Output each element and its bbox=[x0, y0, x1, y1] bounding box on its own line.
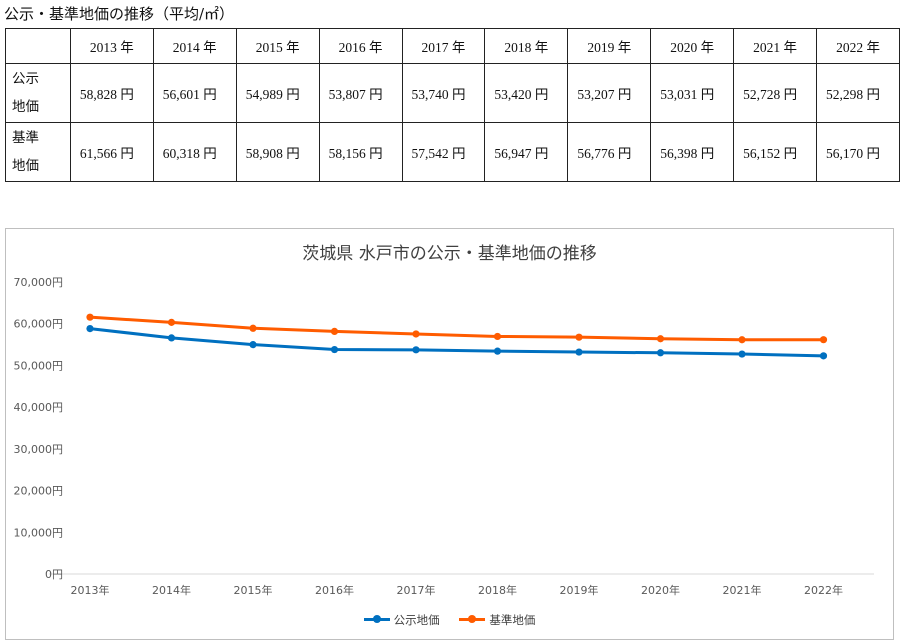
year-header: 2018 年 bbox=[484, 28, 569, 64]
year-header: 2014 年 bbox=[152, 28, 237, 64]
y-tick-label: 50,000円 bbox=[14, 359, 64, 372]
x-tick-label: 2022年 bbox=[804, 583, 843, 597]
chart-title: 茨城県 水戸市の公示・基準地価の推移 bbox=[302, 244, 597, 264]
legend-swatch-icon bbox=[363, 615, 390, 623]
table-cell: 60,318 円 bbox=[152, 122, 237, 182]
table-cell: 56,152 円 bbox=[733, 122, 818, 182]
table-cell: 57,542 円 bbox=[401, 122, 486, 182]
data-point bbox=[249, 341, 257, 349]
y-tick-label: 20,000円 bbox=[14, 485, 64, 498]
series-line-0 bbox=[88, 327, 825, 358]
data-point bbox=[167, 318, 176, 326]
year-header: 2022 年 bbox=[816, 28, 900, 64]
data-point bbox=[249, 324, 257, 332]
table-cell: 54,989 円 bbox=[235, 63, 320, 123]
x-tick-label: 2019年 bbox=[560, 583, 599, 597]
table-cell: 52,298 円 bbox=[816, 63, 900, 123]
x-tick-label: 2017年 bbox=[397, 583, 436, 597]
x-tick-label: 2013年 bbox=[71, 583, 110, 597]
legend-item-kijun: 基準地価 bbox=[459, 612, 535, 628]
x-tick-label: 2016年 bbox=[315, 583, 354, 597]
data-point bbox=[656, 335, 665, 343]
legend-label: 基準地価 bbox=[489, 612, 536, 627]
table-cell: 58,156 円 bbox=[318, 122, 403, 182]
table-title: 公示・基準地価の推移（平均/㎡） bbox=[4, 5, 235, 23]
y-tick-label: 0円 bbox=[45, 568, 63, 581]
data-point bbox=[167, 334, 176, 342]
data-point bbox=[738, 350, 746, 358]
table-cell: 53,031 円 bbox=[650, 63, 735, 123]
row-label-line2: 地価 bbox=[12, 158, 39, 173]
year-header: 2015 年 bbox=[235, 28, 320, 64]
table-cell: 56,601 円 bbox=[152, 63, 237, 123]
table-cell: 56,170 円 bbox=[816, 122, 900, 182]
y-tick-label: 30,000円 bbox=[14, 443, 64, 456]
y-tick-label: 70,000円 bbox=[14, 276, 64, 289]
series-line-1 bbox=[88, 315, 825, 342]
table-cell: 56,398 円 bbox=[650, 122, 735, 182]
year-header: 2016 年 bbox=[318, 28, 403, 64]
data-point bbox=[330, 345, 339, 354]
table-cell: 61,566 円 bbox=[69, 122, 154, 182]
x-tick-label: 2018年 bbox=[478, 583, 517, 597]
data-point bbox=[738, 336, 746, 344]
table-cell: 53,740 円 bbox=[401, 63, 486, 123]
legend-item-koji: 公示地価 bbox=[363, 612, 440, 628]
line-chart: 茨城県 水戸市の公示・基準地価の推移 0円 10,000円 20,000円 30,00… bbox=[5, 228, 894, 640]
land-price-table: 2013 年 2014 年 2015 年 2016 年 2017 年 2018 … bbox=[5, 28, 900, 182]
y-tick-label: 60,000円 bbox=[14, 318, 64, 331]
year-header: 2020 年 bbox=[650, 28, 735, 64]
chart-plot-area: 0円 10,000円 20,000円 30,000円 40,000円 50,000円 60,… bbox=[14, 276, 874, 597]
y-tick-label: 10,000円 bbox=[14, 526, 64, 539]
data-point bbox=[656, 349, 665, 357]
legend-swatch-icon bbox=[459, 615, 486, 623]
row-label-line2: 地価 bbox=[12, 99, 39, 114]
row-label-line1: 公示 bbox=[12, 71, 39, 86]
data-point bbox=[575, 333, 583, 341]
data-point bbox=[493, 332, 502, 341]
data-point bbox=[575, 348, 583, 356]
table-corner-cell bbox=[5, 28, 71, 64]
data-point bbox=[330, 327, 339, 336]
table-cell: 52,728 円 bbox=[733, 63, 818, 123]
row-label: 基準 地価 bbox=[5, 122, 71, 182]
row-label-line1: 基準 bbox=[12, 130, 39, 145]
table-cell: 58,908 円 bbox=[235, 122, 320, 182]
data-point bbox=[819, 336, 828, 344]
chart-legend: 公示地価 基準地価 bbox=[6, 610, 893, 628]
y-tick-label: 40,000円 bbox=[14, 401, 64, 414]
table-row-kijun: 基準 地価 61,566 円 60,318 円 58,908 円 58,156 … bbox=[5, 122, 900, 182]
legend-label: 公示地価 bbox=[393, 612, 440, 627]
table-cell: 53,420 円 bbox=[484, 63, 569, 123]
table-cell: 53,807 円 bbox=[318, 63, 403, 123]
x-tick-label: 2021年 bbox=[723, 583, 762, 597]
data-point bbox=[819, 352, 828, 360]
table-cell: 56,776 円 bbox=[567, 122, 652, 182]
year-header: 2013 年 bbox=[69, 28, 154, 64]
x-tick-label: 2014年 bbox=[152, 583, 191, 597]
data-point bbox=[412, 330, 420, 338]
x-tick-label: 2015年 bbox=[234, 583, 273, 597]
year-header: 2017 年 bbox=[401, 28, 486, 64]
data-point bbox=[493, 347, 502, 355]
year-header: 2019 年 bbox=[567, 28, 652, 64]
x-tick-label: 2020年 bbox=[641, 583, 680, 597]
data-point bbox=[86, 325, 94, 333]
data-point bbox=[412, 346, 420, 354]
row-label: 公示 地価 bbox=[5, 63, 71, 123]
table-cell: 56,947 円 bbox=[484, 122, 569, 182]
table-row-koji: 公示 地価 58,828 円 56,601 円 54,989 円 53,807 … bbox=[5, 63, 900, 123]
table-header-row: 2013 年 2014 年 2015 年 2016 年 2017 年 2018 … bbox=[5, 28, 900, 64]
table-cell: 58,828 円 bbox=[69, 63, 154, 123]
table-cell: 53,207 円 bbox=[567, 63, 652, 123]
year-header: 2021 年 bbox=[733, 28, 818, 64]
data-point bbox=[86, 313, 94, 321]
